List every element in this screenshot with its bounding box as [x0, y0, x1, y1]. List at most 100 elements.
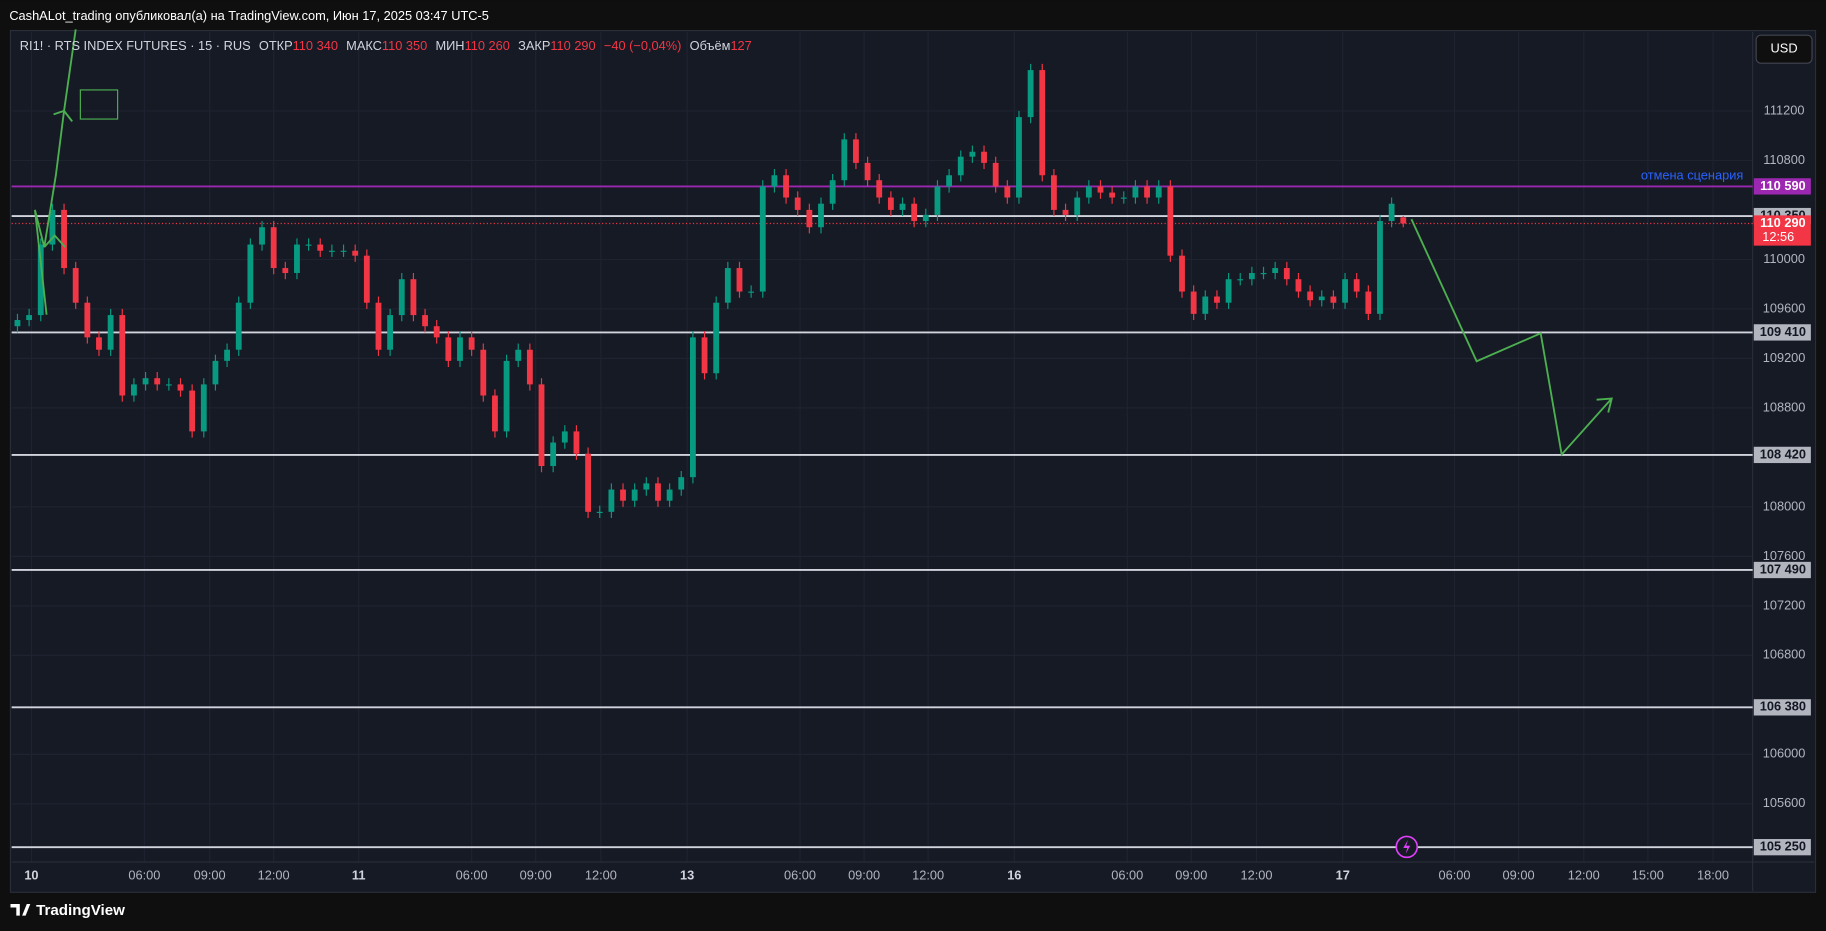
- level-label: 109 410: [1760, 324, 1806, 339]
- candle-body: [37, 244, 44, 316]
- candle-body: [259, 227, 265, 245]
- candle-body: [1202, 296, 1209, 314]
- candle-body: [853, 139, 859, 163]
- alert-icon[interactable]: [1395, 835, 1419, 859]
- candle-body: [701, 337, 708, 374]
- candle-body: [270, 227, 277, 269]
- candle-body: [317, 244, 324, 251]
- candle-body: [340, 250, 347, 252]
- x-tick-label: 06:00: [456, 867, 488, 882]
- y-tick-label: 108000: [1763, 498, 1806, 513]
- candle-body: [666, 489, 673, 501]
- candle-body: [1039, 70, 1046, 176]
- x-tick-label: 12:00: [258, 867, 290, 882]
- legend: RI1! · RTS INDEX FUTURES · 15 · RUS ОТКР…: [20, 38, 752, 53]
- arrow-head: [1596, 397, 1613, 413]
- level-label: 107 490: [1760, 561, 1806, 576]
- candle-body: [1097, 186, 1104, 193]
- candle-body: [596, 511, 603, 513]
- x-tick-label: 09:00: [520, 867, 552, 882]
- candle-body: [247, 244, 254, 303]
- candle-body: [1109, 192, 1116, 198]
- candle-body: [61, 209, 67, 269]
- candle-body: [1167, 186, 1174, 256]
- plot: 111200 110800 110000 109600 109200 108800 1080…: [11, 31, 1815, 892]
- candle-body: [1062, 209, 1069, 215]
- chart-pane: [9, 29, 1817, 893]
- candle-body: [946, 175, 953, 187]
- button-frame[interactable]: [1755, 34, 1813, 64]
- candle-body: [724, 268, 731, 303]
- x-tick-label: 12:00: [1241, 867, 1273, 882]
- arrow-head: [53, 109, 73, 122]
- x-tick-label: 16: [1007, 867, 1021, 882]
- candle-body: [922, 214, 929, 222]
- legend-label: ОТКР: [259, 38, 293, 53]
- icon-bolt[interactable]: [1403, 839, 1411, 854]
- y-tick-label: 110800: [1763, 152, 1805, 167]
- candle-body: [375, 302, 382, 350]
- button-label[interactable]: USD: [1771, 41, 1798, 56]
- level-label: 106 380: [1760, 699, 1806, 714]
- x-tick-label: 12:00: [912, 867, 944, 882]
- projection-path: [1410, 218, 1613, 457]
- candle-body: [934, 186, 941, 215]
- candle-body: [96, 337, 102, 350]
- candle-body: [678, 477, 685, 490]
- candle-body: [398, 279, 405, 316]
- y-tick-label: 106800: [1763, 647, 1806, 662]
- publish-header: CashALot_trading опубликовал(а) на Tradi…: [9, 8, 489, 23]
- candle-body: [189, 390, 196, 432]
- level-label-box: [1753, 446, 1811, 464]
- candle-body: [84, 302, 91, 338]
- x-tick-label: 12:00: [1568, 867, 1600, 882]
- candle-body: [771, 175, 778, 187]
- candle-body: [305, 244, 312, 246]
- candle-body: [212, 360, 219, 385]
- candle-body: [538, 384, 545, 467]
- candle-body: [1132, 186, 1139, 198]
- last-price-countdown: 12:56: [1762, 229, 1794, 244]
- currency-button[interactable]: USD: [1755, 34, 1813, 64]
- candle-body: [1400, 217, 1407, 224]
- candle-body: [736, 268, 743, 292]
- x-tick-label: 09:00: [194, 867, 226, 882]
- candle-body: [14, 320, 21, 327]
- logo-text: TradingView: [36, 902, 125, 919]
- candle-body: [794, 197, 801, 210]
- candle-body: [177, 384, 184, 391]
- candle-body: [480, 349, 487, 396]
- y-tick-label: 109600: [1763, 300, 1806, 315]
- candle-body: [235, 302, 242, 350]
- x-tick-label: 12:00: [585, 867, 617, 882]
- candle-body: [1307, 291, 1314, 301]
- candle-body: [1155, 186, 1162, 198]
- arrow-head: [43, 234, 66, 248]
- y-tick-label: 107600: [1763, 548, 1806, 563]
- candle-body: [107, 315, 114, 350]
- candle-body: [1027, 70, 1034, 118]
- candle-body: [1016, 117, 1022, 198]
- candle-body: [550, 442, 557, 467]
- candle-body: [1330, 296, 1337, 303]
- candle-body: [422, 315, 428, 327]
- candle-body: [503, 360, 510, 432]
- candle-body: [1318, 296, 1325, 301]
- x-tick-label: 06:00: [128, 867, 160, 882]
- x-tick-label: 06:00: [1438, 867, 1470, 882]
- candle-body: [899, 203, 906, 210]
- candle-body: [829, 180, 836, 204]
- x-tick-label: 17: [1336, 867, 1350, 882]
- legend-change: −40 (−0,04%): [604, 38, 682, 53]
- candle-body: [363, 255, 370, 303]
- level-label-box: [1753, 699, 1811, 716]
- candle-body: [1225, 279, 1232, 303]
- candle-body: [1120, 197, 1127, 199]
- level-note: отмена сценария: [1641, 167, 1744, 182]
- candle-body: [631, 489, 638, 501]
- candle-body: [468, 337, 475, 350]
- candle-body: [515, 349, 522, 361]
- legend-value: 110 350: [382, 38, 427, 53]
- candle-body: [526, 349, 533, 385]
